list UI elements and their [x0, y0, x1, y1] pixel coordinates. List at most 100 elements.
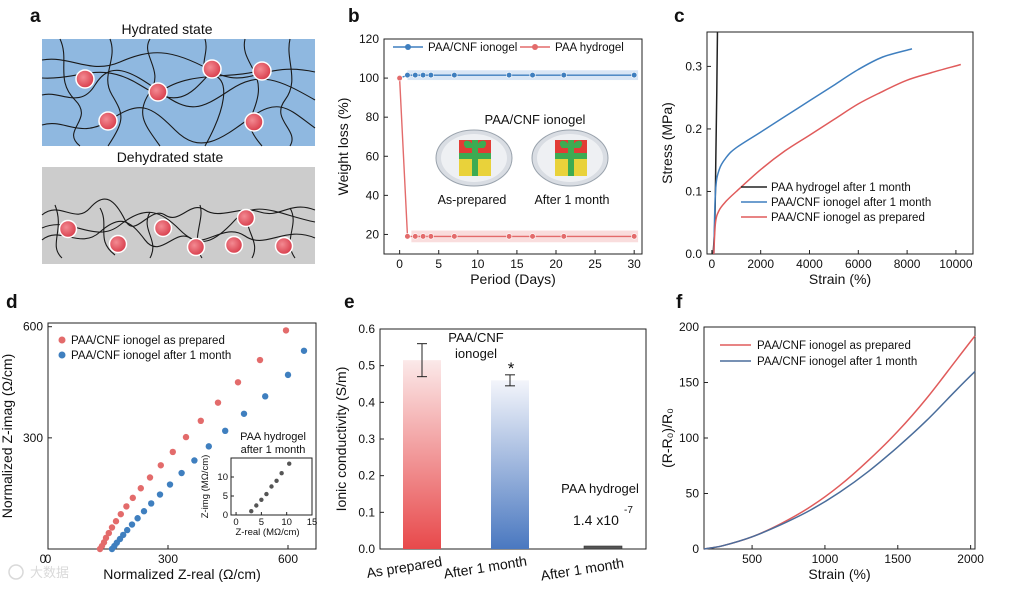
point-ionogel	[560, 72, 567, 79]
inset-point	[259, 497, 264, 502]
point-ionogel	[427, 72, 435, 79]
point-after-1-month	[191, 457, 198, 464]
y-tick-label: 60	[366, 149, 380, 163]
x-tick-label: 1500	[884, 552, 911, 566]
x-tick-label: 2000	[957, 552, 984, 566]
inset-x-label: Z-real (MΩ/cm)	[235, 527, 299, 538]
point-after-1-month	[222, 427, 229, 435]
point-as-prepared	[146, 474, 154, 481]
group-label-hydrogel: PAA hydrogel	[561, 481, 639, 496]
significance-star: *	[508, 359, 515, 378]
panel-a-schematic: Hydrated state Dehydrated state	[41, 21, 316, 264]
panel-label-a: a	[30, 6, 41, 27]
y-tick-label: 0.1	[358, 505, 375, 519]
chart-stress-strain: 0 2000 4000 6000 8000 10000 0.0 0.1 0.2 0.3 Strain…	[659, 31, 974, 287]
x-tick-label: 0	[709, 257, 716, 271]
watermark-text: 大数据	[30, 565, 69, 580]
inset-y-tick-label: 10	[217, 472, 228, 483]
watermark-logo-icon	[8, 564, 24, 580]
panel-label-e: e	[344, 292, 355, 313]
y-axis-label: Ionic conductivity (S/m)	[333, 367, 349, 512]
y-tick-label: 40	[366, 188, 380, 202]
y-tick-label: 20	[366, 227, 380, 241]
point-as-prepared	[102, 534, 110, 542]
y-tick-label: 300	[23, 431, 43, 445]
y-tick-label: 0.2	[358, 469, 375, 483]
y-tick-label: 0.3	[358, 432, 375, 446]
point-after-1-month	[166, 481, 174, 488]
inset-x-tick-label: 0	[233, 517, 238, 528]
point-after-1-month	[300, 347, 308, 354]
legend-marker	[405, 44, 411, 50]
chart-resistance-strain: 500 1000 1500 2000 0 50 100 150 200 Strain (%) (R-…	[659, 320, 984, 582]
point-ionogel	[529, 72, 536, 79]
x-tick-label: 15	[510, 257, 524, 271]
inset-x-tick-label: 10	[281, 517, 292, 528]
inset-point	[264, 491, 269, 497]
inset-point	[269, 484, 274, 489]
point-as-prepared	[137, 485, 144, 492]
inset-frame	[230, 457, 313, 516]
point-after-1-month	[134, 515, 141, 522]
legend-marker	[532, 44, 538, 50]
point-as-prepared	[182, 433, 190, 441]
point-as-prepared	[105, 529, 113, 537]
point-ionogel	[451, 72, 458, 79]
y-axis-label: Stress (MPa)	[659, 102, 675, 184]
x-tick-label: 6000	[845, 257, 872, 271]
point-hydrogel	[505, 233, 513, 240]
inset-point	[274, 478, 279, 483]
inset-y-label: Z-img (MΩ/cm)	[200, 455, 211, 519]
series-group	[712, 32, 962, 254]
plot-frame	[47, 322, 317, 550]
y-origin-label: 0	[40, 552, 47, 566]
point-as-prepared	[123, 503, 130, 510]
y-tick-label: 600	[23, 320, 43, 334]
x-axis-label: Strain (%)	[808, 566, 870, 582]
point-after-1-month	[240, 410, 248, 417]
hydrated-box	[42, 39, 315, 146]
panel-label-f: f	[676, 292, 683, 313]
x-category-label: After 1 month	[539, 555, 625, 584]
hydrated-title: Hydrated state	[121, 21, 212, 37]
y-tick-label: 0.2	[685, 122, 702, 136]
x-tick-label: 25	[588, 257, 602, 271]
series-hydrogel-line	[398, 78, 635, 238]
point-after-1-month	[156, 491, 164, 498]
y-tick-label: 0.3	[685, 59, 702, 73]
y-tick-label: 200	[679, 320, 699, 334]
point-ionogel	[404, 72, 411, 79]
point-hydrogel	[396, 74, 403, 82]
point-as-prepared	[214, 399, 222, 406]
inset-x-tick-label: 5	[259, 517, 264, 528]
inset-point	[254, 503, 259, 508]
y-axis-label: (R-R₀)/R₀	[659, 408, 675, 468]
y-tick-label: 80	[366, 110, 380, 124]
point-after-1-month	[128, 521, 136, 528]
panel-label-c: c	[674, 6, 685, 27]
point-as-prepared	[108, 524, 116, 531]
point-hydrogel	[427, 233, 435, 240]
value-annotation: 1.4 x10	[573, 512, 619, 528]
point-ionogel	[412, 72, 419, 79]
point-hydrogel	[529, 233, 536, 240]
series-ionogel-line	[399, 74, 635, 79]
y-axis-label: Weight loss (%)	[335, 98, 351, 196]
legend-label: PAA/CNF ionogel as prepared	[771, 212, 925, 224]
point-as-prepared	[157, 462, 164, 469]
chart-weight-loss: 0 5 10 15 20 25 30 20 40 60 80 100 120 Period (Days) W…	[335, 32, 643, 287]
y-tick-label: 150	[679, 376, 699, 390]
point-after-1-month	[262, 393, 269, 400]
x-tick-label: 20	[549, 257, 563, 271]
group-label-ionogel: PAA/CNF	[448, 330, 503, 345]
point-as-prepared	[197, 417, 204, 425]
series-ionogel-as-prepared	[713, 63, 962, 254]
x-tick-label: 4000	[796, 257, 823, 271]
y-tick-label: 0.6	[358, 322, 375, 336]
point-hydrogel	[451, 233, 458, 240]
inset-title: after 1 month	[241, 444, 306, 456]
point-ionogel	[505, 72, 513, 79]
point-ionogel	[419, 72, 427, 79]
point-after-1-month	[120, 531, 127, 539]
inset-y-tick-label: 0	[223, 510, 228, 521]
